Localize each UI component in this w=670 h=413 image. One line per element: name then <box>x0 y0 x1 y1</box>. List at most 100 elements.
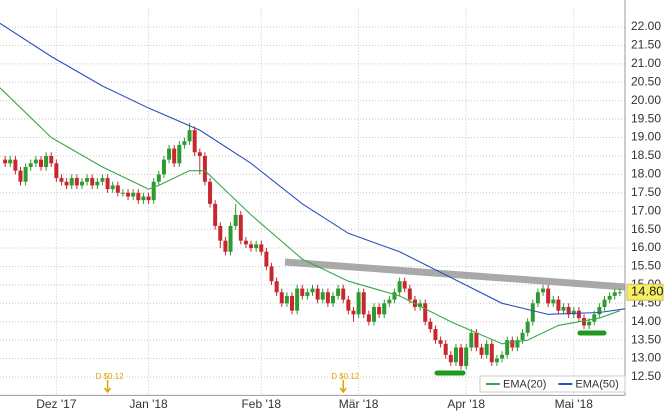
candle-body <box>136 192 141 201</box>
candle-body <box>172 148 177 164</box>
candle-body <box>453 347 458 363</box>
candle-body <box>249 244 254 249</box>
candle-body <box>141 196 146 201</box>
candle-body <box>464 347 469 366</box>
candle-body <box>428 321 433 330</box>
candle-body <box>607 295 612 300</box>
last-price-label: 14.80 <box>631 284 664 299</box>
candle-body <box>356 292 361 315</box>
candle-body <box>535 292 540 304</box>
x-tick-label: Feb '18 <box>241 397 281 411</box>
candle-body <box>274 281 279 293</box>
candle-body <box>315 288 320 300</box>
candle-body <box>382 303 387 315</box>
candle-body <box>167 148 172 160</box>
candle-body <box>469 332 474 348</box>
candle-body <box>74 178 79 186</box>
candle-body <box>95 181 100 186</box>
x-tick-label: Mai '18 <box>555 397 594 411</box>
candle-body <box>197 152 202 156</box>
dividend-marker <box>339 380 347 394</box>
candle-body <box>556 299 561 311</box>
candle-body <box>59 178 64 182</box>
legend-box <box>479 375 626 393</box>
last-price-box <box>626 283 664 301</box>
y-tick-label: 19.50 <box>631 111 661 125</box>
y-tick-label: 22.00 <box>631 19 661 33</box>
ema-line <box>0 22 626 315</box>
candle-body <box>397 281 402 293</box>
candle-body <box>418 303 423 307</box>
candle-body <box>325 292 330 304</box>
candle-body <box>290 295 295 311</box>
candle-body <box>448 354 453 363</box>
candle-body <box>541 288 546 293</box>
candle-body <box>105 178 110 190</box>
candle-body <box>8 159 13 164</box>
candle-body <box>33 159 38 164</box>
candle-body <box>38 159 43 168</box>
candle-body <box>520 332 525 341</box>
candle-body <box>515 340 520 348</box>
candle-body <box>300 288 305 296</box>
candle-body <box>3 159 8 164</box>
candle-body <box>192 130 197 153</box>
legend-label: EMA(50) <box>575 378 618 390</box>
candle-body <box>597 306 602 315</box>
y-tick-label: 16.00 <box>631 240 661 254</box>
candle-body <box>264 251 269 267</box>
x-tick-label: Dez '17 <box>36 397 77 411</box>
candle-body <box>295 288 300 311</box>
candle-body <box>443 343 448 355</box>
candle-body <box>44 155 49 168</box>
candle-body <box>161 159 166 175</box>
candle-body <box>489 343 494 363</box>
candle-body <box>110 185 115 190</box>
candle-body <box>223 240 228 252</box>
candle-body <box>69 178 74 186</box>
candle-body <box>228 225 233 252</box>
candle-body <box>23 167 28 182</box>
candle-body <box>115 185 120 193</box>
candle-body <box>100 178 105 182</box>
candle-body <box>64 181 69 186</box>
candle-body <box>371 306 376 322</box>
dividend-label: D $0.12 <box>96 372 125 381</box>
candle-body <box>576 310 581 319</box>
candle-body <box>320 292 325 300</box>
candle-body <box>18 170 23 182</box>
candle-body <box>366 314 371 322</box>
candle-body <box>177 144 182 164</box>
candle-body <box>279 292 284 304</box>
candle-body <box>269 266 274 282</box>
y-tick-label: 18.50 <box>631 148 661 162</box>
candle-body <box>182 141 187 145</box>
candle-body <box>218 225 223 241</box>
dividend-marker <box>103 380 112 394</box>
candle-body <box>187 130 192 142</box>
y-tick-label: 17.50 <box>631 185 661 199</box>
candle-body <box>510 340 515 348</box>
candle-body <box>238 214 243 241</box>
candle-body <box>566 306 571 315</box>
y-tick-label: 19.00 <box>631 130 661 144</box>
grid-layer <box>0 8 625 396</box>
candle-body <box>587 321 592 326</box>
candle-body <box>438 340 443 344</box>
dividend-label: D $0.12 <box>331 372 360 381</box>
candle-body <box>484 343 489 355</box>
candle-body <box>341 288 346 300</box>
candle-body <box>525 321 530 333</box>
candle-body <box>284 295 289 304</box>
candle-body <box>243 240 248 245</box>
candle-body <box>346 299 351 311</box>
y-tick-label: 16.50 <box>631 222 661 236</box>
candle-body <box>402 281 407 289</box>
candle-body <box>479 347 484 355</box>
candle-body <box>361 292 366 315</box>
candle-body <box>602 299 607 307</box>
candle-body <box>336 288 341 296</box>
candle-body <box>407 288 412 300</box>
candle-body <box>259 244 264 252</box>
ema-line <box>0 87 621 345</box>
